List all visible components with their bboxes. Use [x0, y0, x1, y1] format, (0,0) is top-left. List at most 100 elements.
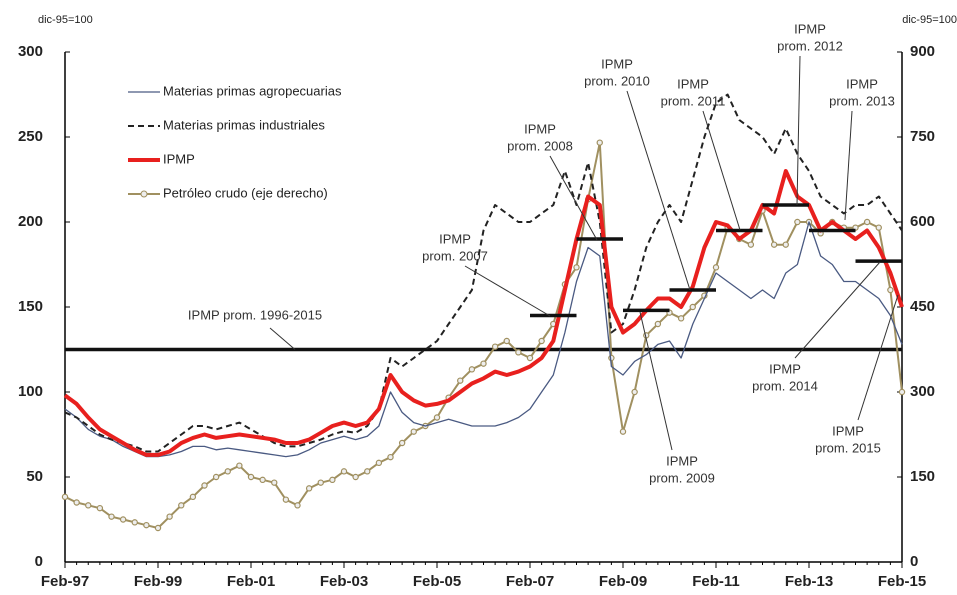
point	[398, 439, 406, 447]
point	[433, 414, 441, 421]
point	[189, 493, 197, 501]
point	[677, 315, 685, 322]
point	[317, 479, 324, 486]
y2-tick-label: 450	[910, 298, 935, 315]
point	[178, 502, 185, 509]
x-tick-label: Feb-05	[413, 573, 461, 590]
annotation-label: IPMP	[677, 76, 709, 91]
y-tick-label: 200	[18, 213, 43, 230]
y2-tick-label: 150	[910, 468, 935, 485]
point	[631, 388, 638, 396]
y2-tick-label: 750	[910, 128, 935, 145]
annotation-label: prom. 2015	[815, 440, 881, 455]
point	[224, 468, 231, 475]
point	[375, 459, 383, 467]
point	[282, 496, 290, 503]
point	[526, 354, 534, 362]
point	[131, 519, 138, 526]
annotation-label: IPMP	[524, 121, 556, 136]
annotation-label: prom. 2007	[422, 248, 488, 263]
legend-label: Materias primas industriales	[163, 117, 325, 132]
x-tick-label: Feb-11	[692, 573, 740, 590]
annotation-label: prom. 2014	[752, 378, 818, 393]
x-tick-label: Feb-03	[320, 573, 368, 590]
annotation-label: IPMP	[846, 76, 878, 91]
x-tick-label: Feb-09	[599, 573, 647, 590]
point	[863, 218, 871, 226]
point	[503, 337, 510, 345]
point	[538, 337, 545, 345]
x-tick-label: Feb-07	[506, 573, 554, 590]
point	[887, 286, 894, 294]
y-tick-label: 250	[18, 128, 43, 145]
annotation-label: prom. 2011	[661, 93, 726, 108]
annotation-leader	[269, 327, 296, 350]
annotation-leader	[796, 55, 801, 206]
y-tick-label: 50	[26, 468, 43, 485]
point	[247, 473, 255, 481]
point	[689, 303, 696, 311]
y2-tick-label: 300	[910, 383, 935, 400]
point	[329, 476, 336, 484]
annotation-label: IPMP	[769, 361, 801, 376]
x-tick-label: Feb-97	[41, 573, 89, 590]
y-tick-label: 100	[18, 383, 43, 400]
point	[747, 241, 755, 248]
y2-tick-label: 600	[910, 213, 935, 230]
annotation-label: IPMP	[439, 231, 471, 246]
annotation-label: IPMP	[666, 453, 698, 468]
point	[108, 513, 115, 520]
annotation-label: IPMP	[601, 56, 633, 71]
point	[770, 241, 778, 248]
point	[619, 428, 627, 435]
x-tick-label: Feb-15	[878, 573, 926, 590]
point	[573, 264, 580, 271]
annotation-leader	[549, 155, 598, 241]
annotation-leader	[464, 265, 551, 317]
point	[340, 468, 348, 475]
point	[515, 349, 522, 356]
point	[271, 479, 278, 486]
annotation-label: prom. 2013	[829, 93, 895, 108]
y2-tick-label: 900	[910, 43, 935, 60]
y-tick-label: 0	[35, 553, 43, 570]
annotation-label: prom. 2012	[777, 38, 843, 53]
series-line	[64, 93, 903, 453]
y-axis-unit: dic-95=100	[38, 14, 93, 26]
annotation-label: IPMP	[832, 423, 864, 438]
point	[898, 388, 906, 396]
annotation-leader	[626, 90, 691, 291]
y2-tick-label: 0	[910, 553, 918, 570]
point	[61, 493, 69, 501]
point	[259, 476, 266, 484]
annotation-label: prom. 2009	[649, 470, 715, 485]
x-tick-label: Feb-13	[785, 573, 833, 590]
point	[96, 504, 104, 512]
annotation-leader	[857, 294, 899, 421]
point	[875, 224, 882, 231]
point	[608, 354, 615, 362]
point	[212, 473, 220, 481]
y-tick-label: 150	[18, 298, 43, 315]
series-line	[64, 221, 903, 458]
y2-axis-unit: dic-95=100	[902, 14, 957, 26]
point	[387, 453, 394, 461]
point	[468, 366, 476, 373]
x-tick-label: Feb-99	[134, 573, 182, 590]
point	[166, 513, 173, 520]
point	[294, 502, 301, 509]
point	[154, 524, 162, 532]
point	[85, 502, 92, 509]
point	[480, 360, 487, 367]
point	[236, 462, 243, 469]
legend-label: Materias primas agropecuarias	[163, 83, 342, 98]
point	[457, 377, 464, 384]
point	[143, 521, 150, 529]
x-tick-label: Feb-01	[227, 573, 275, 590]
point	[794, 218, 801, 226]
point	[491, 343, 499, 350]
annotation-label: IPMP	[794, 21, 826, 36]
annotation-leader	[639, 311, 673, 451]
annotation-leader	[794, 261, 881, 359]
